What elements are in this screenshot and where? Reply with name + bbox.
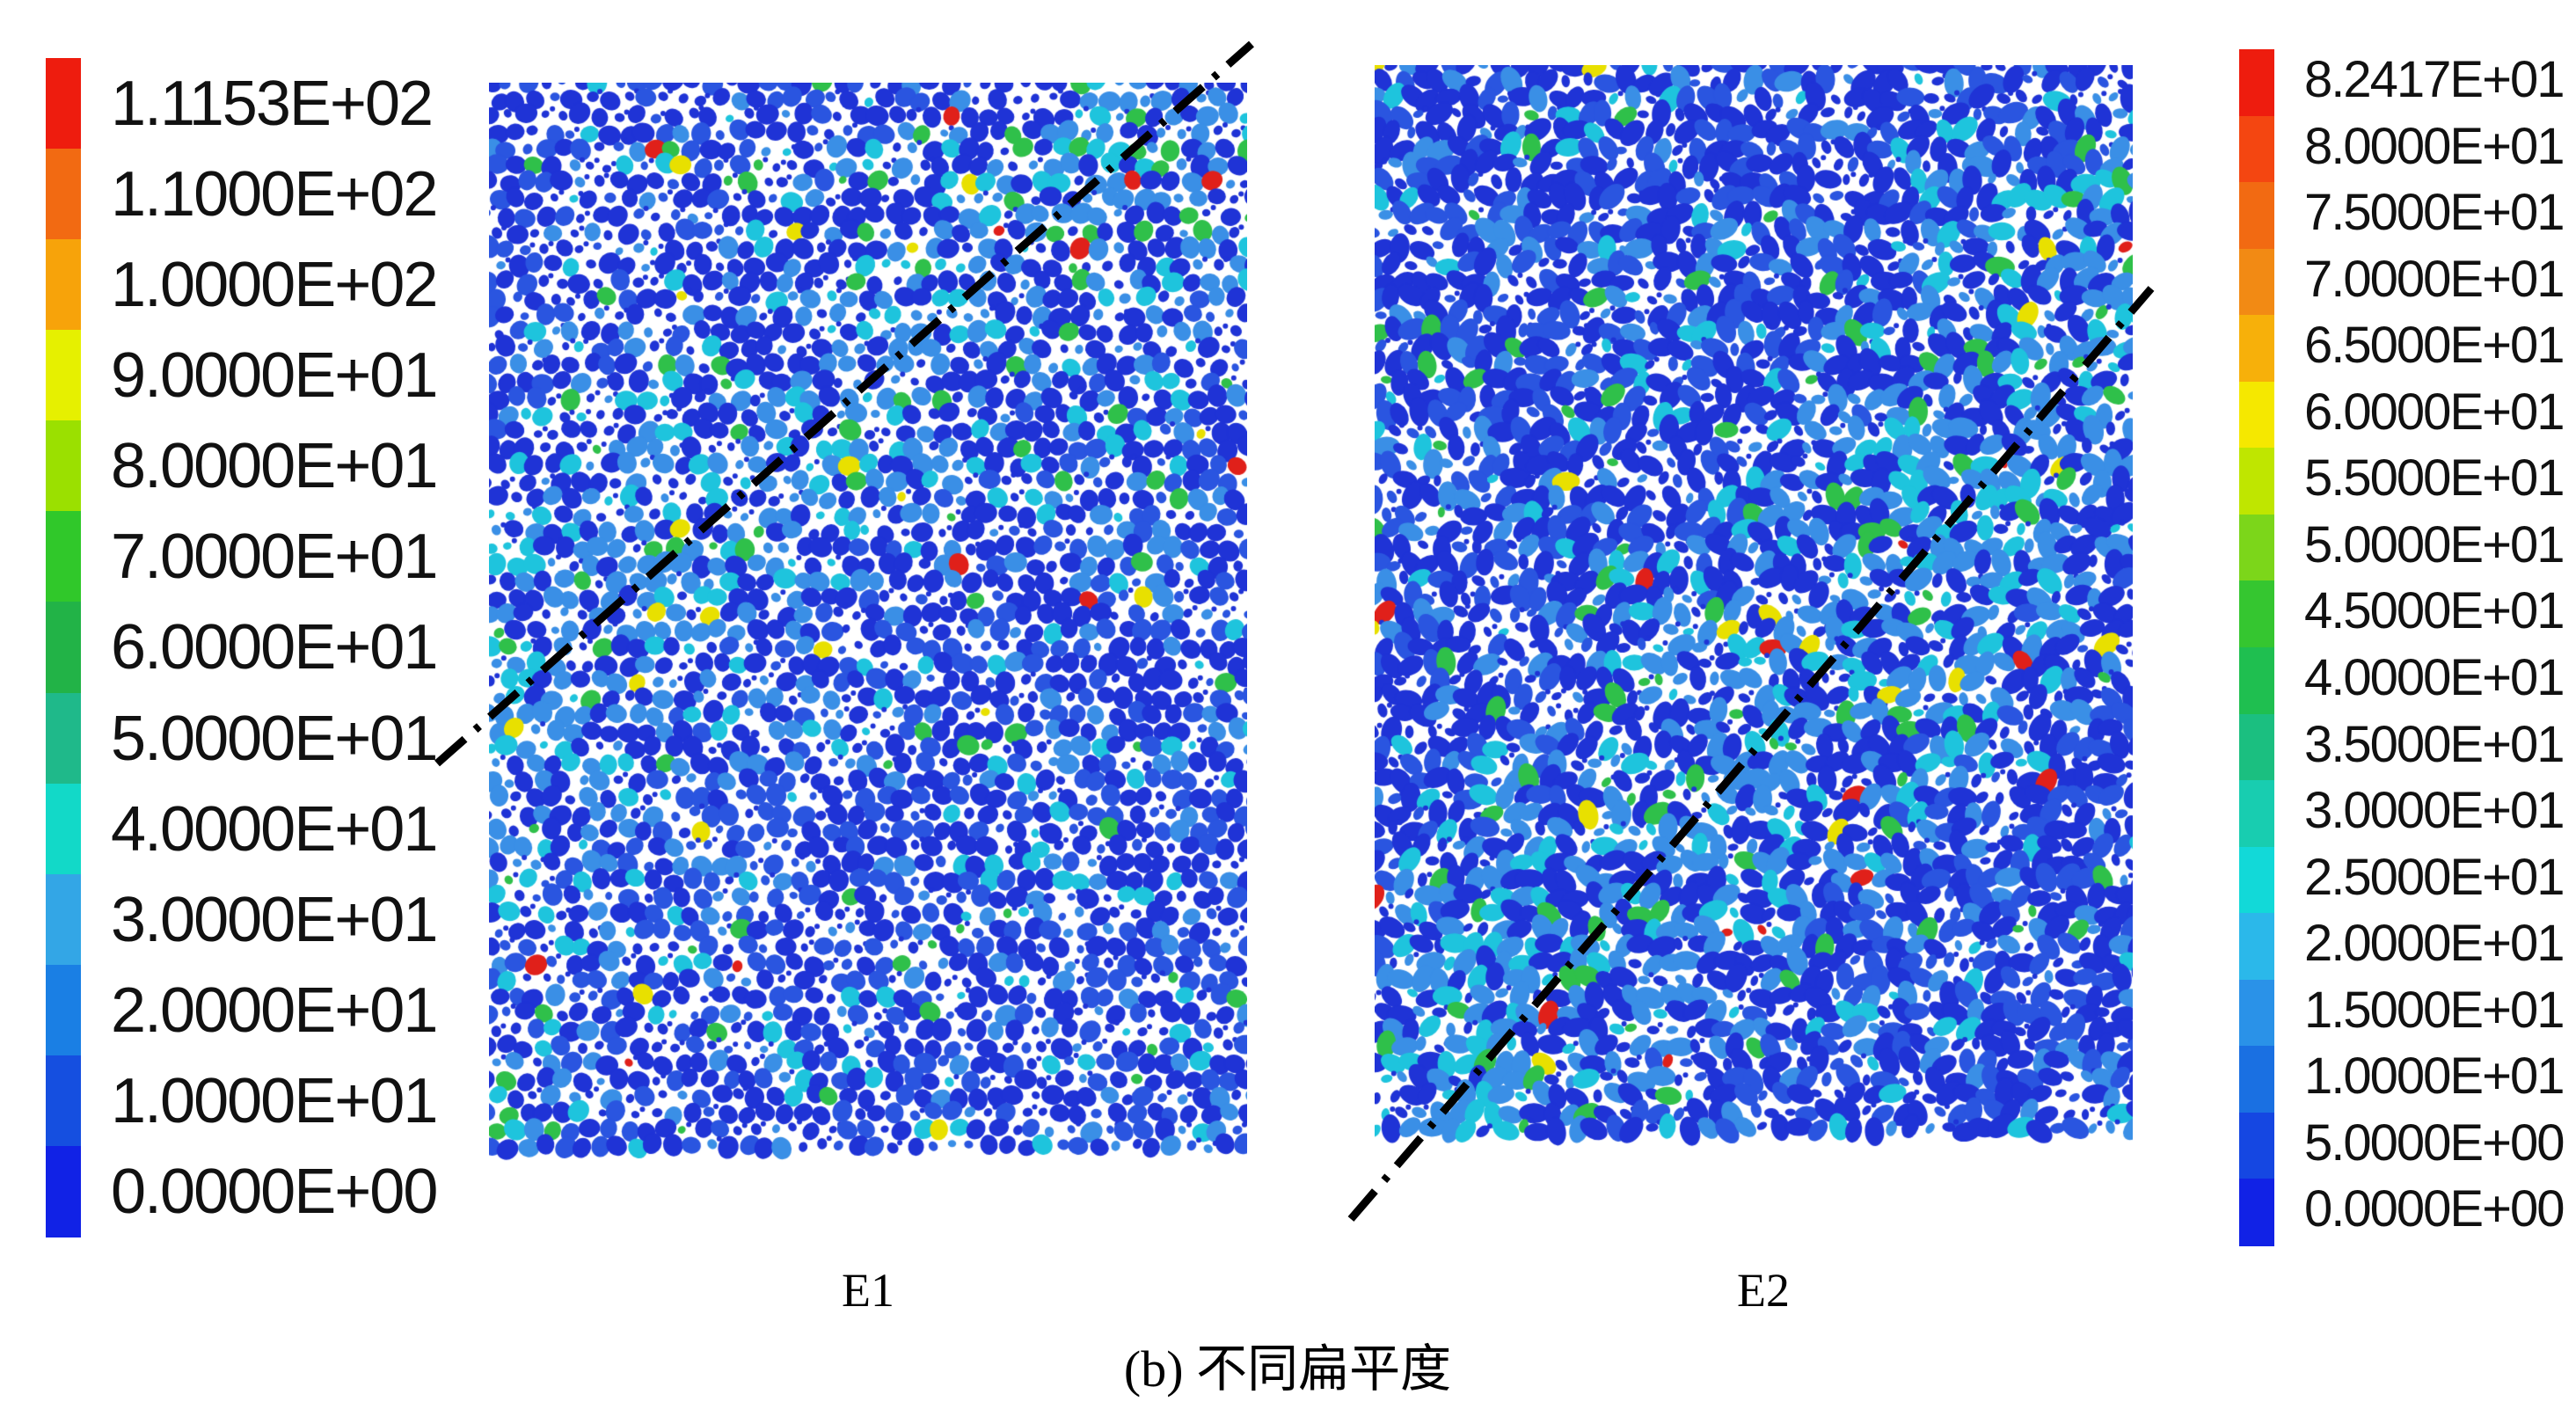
legend-color-segment [2239,448,2274,515]
legend-color-segment [46,964,81,1056]
legend-color-segment [46,602,81,694]
legend-color-segment [2239,248,2274,317]
panel-e2 [1375,65,2133,1235]
legend-label: 0.0000E+00 [111,1156,438,1227]
legend-label: 2.5000E+01 [2304,848,2565,906]
legend-color-segment [2239,647,2274,715]
legend-label: 8.2417E+01 [2304,51,2565,108]
figure-caption: (b) 不同扁平度 [936,1343,1639,1395]
legend-color-segment [2239,381,2274,449]
legend-label: 1.1000E+02 [111,159,438,230]
legend-label: 2.0000E+01 [2304,915,2565,973]
legend-color-segment [46,58,81,150]
legend-color-segment [2239,713,2274,782]
legend-label: 9.0000E+01 [111,340,438,412]
caption-prefix: (b) [1123,1340,1197,1398]
particle-field-e1 [489,83,1247,1252]
legend-label: 4.0000E+01 [2304,649,2565,706]
legend-label: 3.0000E+01 [111,884,438,955]
legend-color-segment [2239,1179,2274,1246]
legend-color-segment [2239,182,2274,250]
legend-label: 8.0000E+01 [111,431,438,502]
particle-field-e2 [1375,65,2133,1235]
legend-color-segment [46,149,81,241]
legend-label: 6.0000E+01 [111,612,438,683]
legend-color-segment [46,511,81,603]
legend-label: 7.0000E+01 [111,522,438,593]
legend-color-segment [46,1055,81,1147]
legend-color-segment [46,330,81,422]
legend-label: 8.0000E+01 [2304,117,2565,175]
legend-color-segment [46,783,81,875]
legend-label: 0.0000E+00 [2304,1180,2565,1238]
legend-color-segment [46,1145,81,1237]
legend-label: 4.0000E+01 [111,793,438,865]
legend-label: 1.0000E+01 [111,1065,438,1136]
legend-label: 5.0000E+00 [2304,1113,2565,1172]
legend-color-segment [2239,115,2274,184]
legend-label: 1.0000E+02 [111,250,438,321]
legend-color-segment [2239,1046,2274,1113]
caption-text: 不同扁平度 [1196,1339,1452,1398]
legend-label: 7.5000E+01 [2304,184,2565,242]
legend-color-segment [2239,580,2274,648]
legend-color-segment [2239,1112,2274,1180]
legend-color-segment [2239,913,2274,981]
panel-e1 [489,83,1247,1252]
legend-color-segment [2239,49,2274,117]
panel-label-e2: E2 [1737,1264,1790,1317]
legend-label: 1.0000E+01 [2304,1048,2565,1106]
legend-color-segment [2239,315,2274,383]
legend-color-segment [46,692,81,785]
legend-label: 4.5000E+01 [2304,582,2565,640]
legend-color-segment [2239,514,2274,582]
legend-label: 1.1153E+02 [111,69,434,139]
legend-color-segment [46,420,81,513]
legend-right-colorbar [2239,49,2274,1246]
legend-label: 5.5000E+01 [2304,449,2565,507]
panel-label-e1: E1 [842,1264,894,1317]
legend-label: 3.0000E+01 [2304,782,2565,840]
legend-color-segment [46,239,81,332]
legend-color-segment [2239,780,2274,848]
legend-right: 8.2417E+01 8.0000E+01 7.5000E+01 7.0000E+01… [2239,49,2576,1246]
legend-label: 3.5000E+01 [2304,715,2565,773]
legend-label: 7.0000E+01 [2304,250,2565,308]
legend-label: 5.0000E+01 [111,703,438,774]
legend-label: 6.0000E+01 [2304,383,2565,441]
legend-color-segment [2239,846,2274,915]
legend-label: 5.0000E+01 [2304,515,2565,573]
legend-left-colorbar [46,58,81,1237]
legend-label: 2.0000E+01 [111,975,438,1046]
legend-left: 1.1153E+02 1.1000E+02 1.0000E+02 9.0000E+01… [46,58,438,1237]
legend-label: 1.5000E+01 [2304,981,2565,1039]
legend-label: 6.5000E+01 [2304,317,2565,375]
legend-color-segment [46,873,81,966]
legend-color-segment [2239,979,2274,1048]
